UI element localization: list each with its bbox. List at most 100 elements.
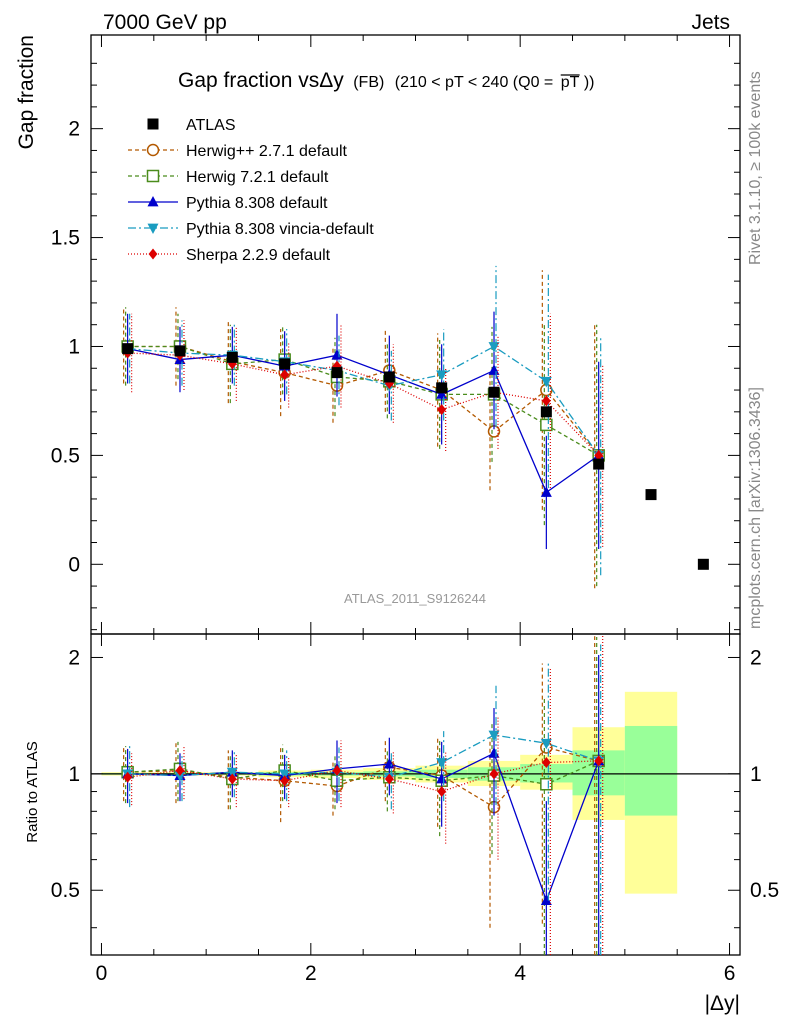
series-3-main: [122, 265, 605, 576]
ratio-point: [226, 767, 238, 779]
series-point: [540, 486, 552, 497]
series-line: [127, 345, 600, 456]
ratio-point: [174, 771, 186, 782]
y-tick-label: 1: [68, 335, 80, 358]
legend-label: Pythia 8.308 vincia-default: [186, 221, 374, 238]
chart-title-range: (210 < pT < 240 (Q0 =: [395, 74, 553, 91]
series-0-main: [121, 270, 605, 589]
legend-label: Herwig 7.2.1 default: [186, 169, 329, 186]
legend-marker: [147, 195, 159, 207]
ratio-line: [127, 752, 600, 903]
series-3-ratio: [122, 644, 605, 955]
mcplots-reference-label: mcplots.cern.ch [arXiv:1306.3436]: [747, 387, 764, 629]
analysis-watermark: ATLAS_2011_S9126244: [344, 591, 486, 606]
ratio-point: [436, 758, 448, 769]
legend-label: ATLAS: [186, 117, 236, 134]
series-4-ratio: [123, 635, 604, 955]
series-point: [594, 449, 604, 461]
series-line: [127, 348, 600, 494]
legend-label: Herwig++ 2.7.1 default: [186, 143, 348, 160]
ratio-panel-series: [121, 635, 605, 955]
x-tick-label: 6: [724, 962, 736, 985]
ratio-tick-label-right: 1: [750, 763, 762, 786]
atlas-data-point: [122, 343, 134, 355]
y-tick-label: 2: [68, 118, 80, 141]
legend-entry: Herwig++ 2.7.1 default: [128, 143, 348, 160]
ratio-tick-label-right: 0.5: [750, 879, 779, 902]
series-point: [541, 395, 551, 407]
ratio-point: [540, 894, 552, 906]
ratio-point: [540, 777, 553, 791]
legend-marker: [147, 223, 159, 235]
legend-label: Sherpa 2.2.9 default: [186, 247, 331, 264]
ratio-point: [279, 769, 291, 780]
legend-entry: Pythia 8.308 vincia-default: [128, 221, 374, 238]
atlas-data-point: [331, 367, 343, 379]
x-tick-label: 0: [96, 962, 108, 985]
ratio-tick-label: 0.5: [51, 879, 80, 902]
ratio-point: [280, 775, 290, 787]
ratio-point: [227, 773, 237, 785]
x-tick-label: 4: [514, 962, 526, 985]
ratio-point: [488, 747, 500, 758]
legend-label: Pythia 8.308 default: [186, 195, 328, 212]
legend-marker: [146, 169, 160, 183]
ratio-point: [489, 768, 499, 780]
legend-entry: Herwig 7.2.1 default: [128, 169, 329, 186]
series-point: [280, 369, 290, 381]
legend: ATLAS Herwig++ 2.7.1 default Herwig 7.2.1 …: [128, 117, 374, 264]
series-1-main: [121, 307, 605, 587]
series-point: [488, 342, 500, 353]
main-panel-series: [121, 265, 605, 589]
ratio-point: [540, 738, 552, 750]
ratio-line: [127, 760, 599, 793]
chart-title-overline: pT: [561, 74, 580, 91]
ratio-point: [488, 730, 500, 742]
atlas-data-point: [436, 382, 448, 394]
chart-title: Gap fraction vsΔy (FB) (210 < pT < 240 (…: [178, 69, 595, 92]
atlas-data-points: [122, 343, 709, 570]
series-point: [331, 349, 343, 360]
ratio-point: [436, 772, 448, 784]
x-tick-label: 2: [305, 962, 317, 985]
header-beam-label: 7000 GeV pp: [103, 11, 227, 34]
series-4-main: [123, 313, 604, 547]
series-point: [436, 370, 448, 381]
atlas-data-point: [593, 458, 605, 470]
series-2-main: [122, 311, 605, 550]
axis-tick-labels: 0 2 4 6 0 0.5 1 1.5 2 0.5 0.5 1 1 2 2: [51, 118, 779, 985]
y-tick-label: 0.5: [51, 444, 80, 467]
ratio-point: [541, 756, 551, 768]
series-point: [436, 388, 448, 399]
axis-ticks: [91, 35, 740, 955]
x-axis-label: |Δy|: [705, 992, 740, 1015]
chart-title-small: (FB): [353, 74, 384, 91]
ratio-point: [594, 755, 604, 767]
ratio-tick-label: 1: [68, 763, 80, 786]
series-point: [332, 360, 342, 372]
series-line: [127, 345, 600, 456]
atlas-data-point: [697, 558, 709, 570]
atlas-data-point: [226, 351, 238, 363]
atlas-data-point: [279, 358, 291, 370]
legend-entry: Sherpa 2.2.9 default: [128, 247, 331, 264]
ratio-point: [175, 765, 185, 777]
header-process-label: Jets: [691, 11, 730, 34]
ratio-point: [332, 765, 342, 777]
series-1-ratio: [121, 636, 605, 955]
series-line: [127, 345, 600, 456]
ratio-point: [384, 773, 394, 785]
ratio-y-axis-label: Ratio to ATLAS: [24, 741, 41, 842]
rivet-version-label: Rivet 3.1.10, ≥ 100k events: [747, 71, 764, 265]
ratio-point: [123, 771, 133, 783]
chart-title-close: )): [584, 74, 595, 91]
atlas-data-point: [174, 345, 186, 357]
atlas-data-point: [540, 406, 552, 418]
atlas-data-point: [383, 371, 395, 383]
series-0-ratio: [121, 636, 605, 955]
legend-entry: Pythia 8.308 default: [128, 195, 328, 212]
legend-marker: [146, 143, 160, 157]
ratio-point: [383, 758, 395, 769]
series-point: [437, 404, 447, 416]
